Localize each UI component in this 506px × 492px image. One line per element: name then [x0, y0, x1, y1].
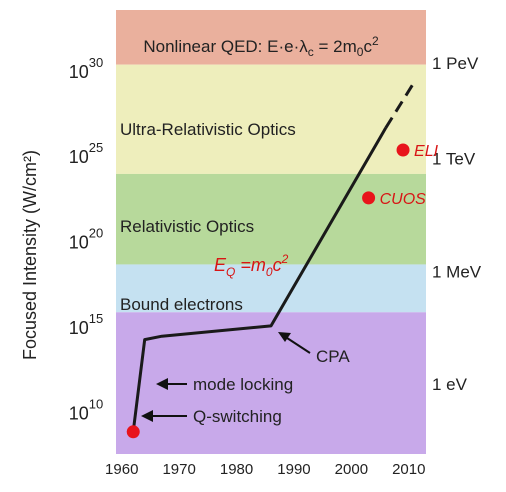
region-band-relativistic-optics: [116, 173, 426, 265]
mode-locking-arrowhead: [156, 378, 168, 390]
y-axis: 1010 1015 1020 1025 1030: [69, 55, 104, 424]
series-lines: [131, 80, 416, 432]
x-tick-label-1970: 1970: [162, 461, 195, 478]
energy-label-1-mev: 1 MeV: [432, 262, 482, 281]
q-switching-arrowhead: [141, 410, 153, 422]
region-label-ultra-relativistic-optics: Ultra-Relativistic Optics: [120, 120, 296, 139]
y-tick-label-1e15: 1015: [69, 311, 104, 338]
region-band-nonlinear-qed-e-e-c-2m0c2: [116, 10, 426, 65]
annotation-mode-locking: mode locking: [156, 375, 293, 394]
x-tick-label-1960: 1960: [105, 461, 138, 478]
series-line-dashed: [384, 80, 416, 129]
svg-text:EQ =m0c2: EQ =m0c2: [214, 252, 289, 279]
region-label-nonlinear-qed: Nonlinear QED: E·e·λc = 2m0c2: [143, 34, 379, 59]
region-label-bound-electrons: Bound electrons: [120, 295, 243, 314]
marker-start-1962: [126, 425, 140, 439]
y-tick-label-1e30: 1030: [69, 55, 104, 82]
data-markers: CUOS ELI: [126, 143, 439, 439]
marker-eli: [396, 143, 410, 157]
region-label-relativistic-optics: Relativistic Optics: [120, 217, 254, 236]
y-tick-label-1e25: 1025: [69, 140, 104, 167]
x-tick-label-1980: 1980: [220, 461, 253, 478]
cpa-arrowhead: [278, 332, 291, 342]
cpa-label: CPA: [316, 347, 350, 366]
cpa-arrow: [283, 335, 311, 354]
q-switching-label: Q-switching: [193, 407, 282, 426]
y-axis-title: Focused Intensity (W/cm²): [20, 150, 40, 360]
y-tick-label-1e10: 1010: [69, 396, 104, 423]
series-line-solid: [131, 127, 388, 432]
mode-locking-label: mode locking: [193, 375, 293, 394]
x-axis: 1960 1970 1980 1990 2000 2010: [105, 461, 425, 478]
x-tick-label-1990: 1990: [277, 461, 310, 478]
region-band-ultra-relativistic-optics: [116, 64, 426, 174]
region-labels: Ultra-Relativistic Optics Relativistic Op…: [120, 120, 296, 314]
marker-label-cuos: CUOS: [380, 191, 427, 208]
energy-label-1-pev: 1 PeV: [432, 54, 479, 73]
energy-labels: 1 PeV 1 TeV 1 MeV 1 eV: [432, 54, 482, 394]
y-tick-label-1e20: 1020: [69, 226, 104, 253]
region-band-bound-electrons: [116, 264, 426, 313]
annotation-eq: EQ =m0c2: [214, 252, 289, 279]
annotation-cpa: CPA: [278, 332, 350, 366]
energy-label-1-ev: 1 eV: [432, 375, 468, 394]
marker-cuos: [362, 191, 376, 205]
x-tick-label-2010: 2010: [392, 461, 425, 478]
x-tick-label-2000: 2000: [335, 461, 368, 478]
marker-label-eli: ELI: [414, 143, 439, 160]
energy-label-1-tev: 1 TeV: [432, 150, 476, 169]
annotation-q-switching: Q-switching: [141, 407, 282, 426]
